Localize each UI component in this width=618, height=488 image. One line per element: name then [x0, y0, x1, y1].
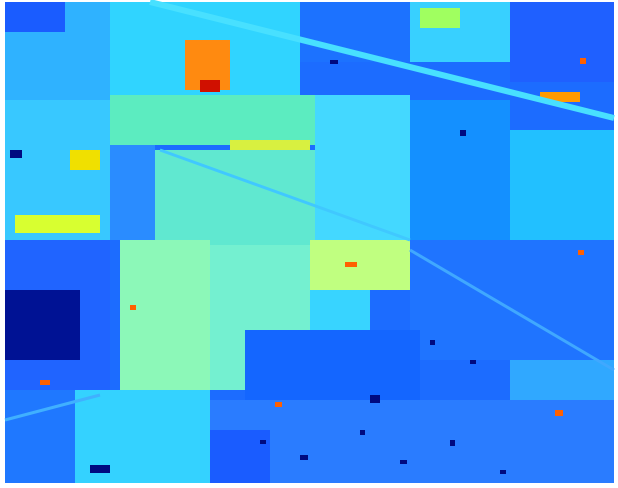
region [410, 100, 510, 240]
region [210, 430, 270, 483]
dark-region [5, 290, 80, 360]
image-area [5, 2, 614, 483]
spot [330, 60, 338, 64]
region [110, 145, 155, 240]
region [310, 240, 410, 290]
region [70, 150, 100, 170]
region [110, 95, 315, 145]
region [410, 240, 614, 360]
region [315, 95, 410, 240]
spot [370, 395, 380, 403]
spot [90, 465, 110, 473]
spot [275, 402, 282, 407]
hot-region [200, 80, 220, 92]
spot [450, 440, 455, 446]
region [510, 130, 614, 240]
road [159, 148, 411, 242]
region [510, 360, 614, 400]
road [409, 248, 615, 372]
region [510, 2, 614, 82]
spot [300, 455, 308, 460]
roads [4, 0, 615, 422]
spot [400, 460, 407, 464]
spot [500, 470, 506, 474]
spot [130, 305, 136, 310]
region [120, 240, 210, 390]
hot-region [540, 92, 580, 102]
spot [580, 58, 586, 64]
spot [430, 340, 435, 345]
road [4, 393, 101, 422]
region [420, 8, 460, 28]
spot [470, 360, 476, 364]
spot [360, 430, 365, 435]
region [5, 2, 65, 32]
spot [260, 440, 266, 444]
spot [578, 250, 584, 255]
road [149, 0, 615, 121]
spot [460, 130, 466, 136]
hot-spots [40, 58, 586, 416]
spot [555, 410, 563, 416]
spot [40, 380, 50, 385]
spot [10, 150, 22, 158]
spot [345, 262, 357, 267]
region [210, 400, 614, 483]
region [15, 215, 100, 233]
spots [10, 60, 506, 474]
region [245, 330, 420, 400]
